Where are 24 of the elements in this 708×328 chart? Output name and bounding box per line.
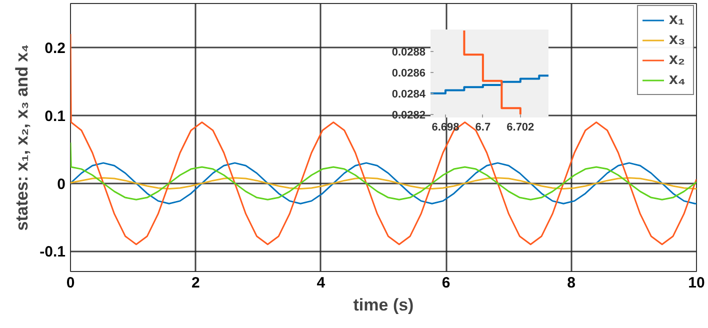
legend-label: x₄ xyxy=(669,71,687,89)
y-tick-label: 0.2 xyxy=(44,40,66,58)
line-series xyxy=(70,162,696,204)
legend-label: x₂ xyxy=(669,51,686,69)
y-tick-label: 0 xyxy=(57,176,66,193)
x-tick-label: 4 xyxy=(316,274,326,292)
y-tick-label: -0.1 xyxy=(40,244,66,261)
y-tick-label: 0.0284 xyxy=(392,88,426,100)
x-tick-label: 8 xyxy=(567,274,576,292)
x-tick-label: 2 xyxy=(192,274,200,292)
line-series xyxy=(70,33,696,246)
y-tick-label: 0.0286 xyxy=(392,67,426,80)
legend-label: x₃ xyxy=(669,31,686,49)
legend-label: x₁ xyxy=(669,11,686,29)
x-tick-label: 6.7 xyxy=(475,122,491,134)
line-series xyxy=(70,177,696,190)
x-axis-title: time (s) xyxy=(353,296,414,314)
x-tick-label: 10 xyxy=(688,274,705,292)
line-series xyxy=(70,142,696,200)
y-tick-label: 0.0288 xyxy=(392,46,426,58)
y-axis-title: states: x₁, x₂, x₃ and x₄ xyxy=(12,44,32,231)
y-tick-label: 0.1 xyxy=(44,108,66,125)
x-tick-label: 6.702 xyxy=(506,122,534,134)
x-tick-label: 6 xyxy=(442,274,450,292)
